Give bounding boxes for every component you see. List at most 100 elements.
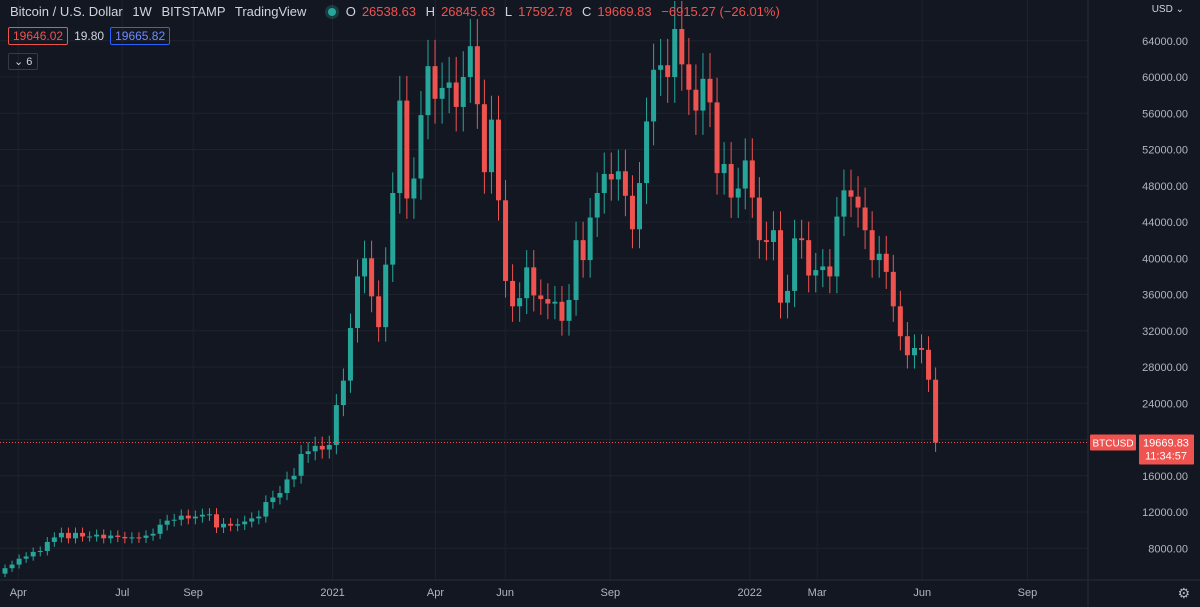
candle-body <box>16 558 22 565</box>
candle-body <box>73 532 78 539</box>
candle-body <box>721 164 727 174</box>
candle-body <box>686 64 692 90</box>
candle-body <box>305 451 311 455</box>
buy-price-button[interactable]: 19665.82 <box>110 27 171 45</box>
candle-body <box>524 267 530 299</box>
indicators-count: 6 <box>26 56 33 68</box>
candle-body <box>270 497 276 503</box>
candle-body <box>651 69 657 122</box>
candle-body <box>926 349 932 380</box>
candle-body <box>467 46 473 78</box>
candle-body <box>615 171 621 180</box>
candle-body <box>919 348 924 350</box>
candle-body <box>672 29 678 78</box>
candle-body <box>728 164 734 198</box>
candle-body <box>249 518 255 522</box>
candle-body <box>87 536 93 538</box>
sell-price-button[interactable]: 19646.02 <box>8 27 69 45</box>
candle-body <box>848 190 854 197</box>
gear-icon[interactable]: ⚙ <box>1177 585 1190 601</box>
indicators-toggle-button[interactable]: ⌄ 6 <box>8 53 39 70</box>
candle-body <box>115 535 121 537</box>
bar-countdown: 11:34:57 <box>1145 451 1187 463</box>
candle-body <box>481 104 487 173</box>
candle-body <box>460 77 466 107</box>
candle-body <box>601 174 607 194</box>
candle-body <box>23 556 29 559</box>
candle-body <box>904 336 910 356</box>
candle-body <box>411 178 417 199</box>
candle-body <box>792 238 798 291</box>
candle-body <box>355 276 360 329</box>
candle-body <box>397 100 403 194</box>
candle-body <box>44 541 50 551</box>
y-tick-label: 48000.00 <box>1142 181 1188 193</box>
candle-body <box>312 445 318 452</box>
candle-body <box>263 502 269 517</box>
candle-body <box>827 266 833 277</box>
x-tick-label: Mar <box>808 587 827 599</box>
currency-label: USD <box>1151 4 1173 15</box>
candle-body <box>820 266 826 271</box>
x-tick-label: Jun <box>496 587 514 599</box>
chevron-down-icon: ⌄ <box>14 56 24 68</box>
y-tick-label: 60000.00 <box>1142 72 1188 84</box>
candle-body <box>390 193 396 265</box>
candle-body <box>707 78 713 103</box>
candle-body <box>9 564 15 569</box>
change-value: −6915.27 (−26.01%) <box>661 4 780 19</box>
candle-body <box>855 196 861 208</box>
candle-body <box>778 230 783 303</box>
y-tick-label: 28000.00 <box>1142 362 1188 374</box>
chart-legend: Bitcoin / U.S. Dollar 1W BITSTAMP Tradin… <box>10 4 786 19</box>
candle-body <box>157 524 163 534</box>
candle-body <box>496 119 501 201</box>
candle-body <box>622 171 628 196</box>
last-price-label-bg <box>1139 434 1194 465</box>
x-tick-label: Sep <box>600 587 620 599</box>
candle-body <box>122 536 128 539</box>
candle-body <box>629 195 635 230</box>
candle-body <box>143 535 149 538</box>
candle-body <box>199 514 205 517</box>
candle-body <box>347 328 353 381</box>
exchange-label: BITSTAMP <box>161 4 226 19</box>
candle-body <box>206 514 212 516</box>
candle-body <box>58 532 64 538</box>
candle-body <box>326 444 332 450</box>
candle-body <box>488 119 494 173</box>
candle-body <box>566 299 572 321</box>
candle-body <box>742 160 748 189</box>
candle-body <box>383 264 389 328</box>
symbol-name[interactable]: Bitcoin / U.S. Dollar <box>10 4 123 19</box>
candle-body <box>785 290 791 303</box>
spread-value: 19.80 <box>74 29 105 43</box>
candle-body <box>298 454 304 476</box>
candle-body <box>714 102 720 174</box>
currency-button[interactable]: USD ⌄ <box>1152 4 1184 15</box>
candle-body <box>404 100 410 199</box>
source-label: TradingView <box>234 4 307 19</box>
candle-body <box>573 240 579 300</box>
low-label: L <box>504 4 513 19</box>
candle-body <box>890 271 896 307</box>
x-tick-label: Jun <box>913 587 931 599</box>
candle-body <box>608 174 614 180</box>
y-tick-label: 32000.00 <box>1142 326 1188 338</box>
candle-body <box>911 348 917 356</box>
high-label: H <box>425 4 436 19</box>
close-value: 19669.83 <box>597 4 652 19</box>
candle-body <box>362 258 368 277</box>
candle-body <box>439 87 445 99</box>
candle-body <box>340 380 346 406</box>
candle-body <box>862 207 868 231</box>
symbol-tag: BTCUSD <box>1092 439 1133 450</box>
candle-body <box>221 523 227 528</box>
candle-body <box>171 519 177 521</box>
y-tick-label: 8000.00 <box>1148 543 1188 555</box>
candle-body <box>432 66 438 99</box>
open-value: 26538.63 <box>361 4 417 19</box>
candle-body <box>531 267 537 296</box>
candle-body <box>559 301 565 321</box>
